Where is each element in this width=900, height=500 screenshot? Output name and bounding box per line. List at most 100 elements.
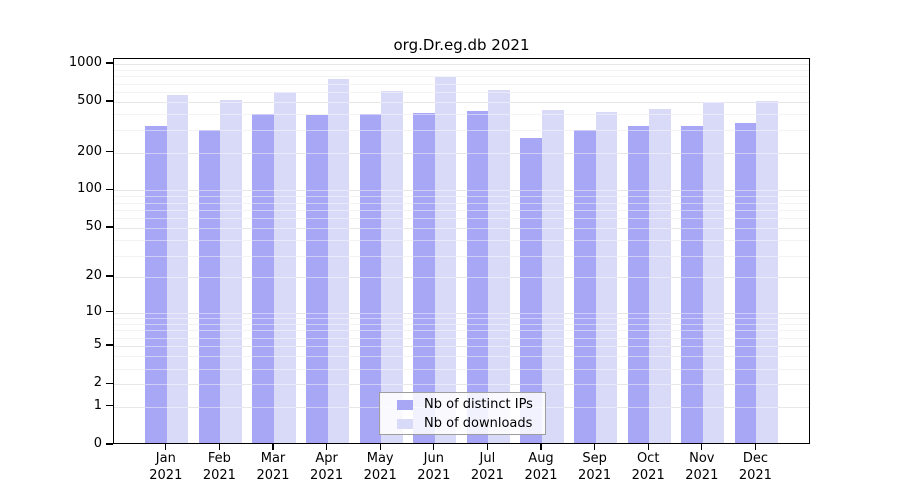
gridline: [114, 368, 809, 370]
y-axis-tick: [106, 275, 113, 277]
y-tick-label: 50: [85, 219, 102, 235]
x-tick-label: Jul 2021: [470, 451, 504, 483]
bar-jun-downloads: [434, 76, 457, 443]
bar-sep-downloads: [595, 112, 618, 443]
y-tick-label: 10: [85, 303, 102, 319]
x-tick-label: Sep 2021: [578, 451, 612, 483]
x-tick-label: Feb 2021: [202, 451, 236, 483]
gridline: [114, 114, 809, 116]
x-axis-tick: [701, 444, 703, 450]
gridline: [114, 337, 809, 339]
legend-item-distinct-ips: Nb of distinct IPs: [380, 395, 545, 415]
bar-nov-downloads: [702, 101, 725, 443]
x-axis-tick: [647, 444, 649, 450]
x-axis-tick: [433, 444, 435, 450]
bar-aug-distinct-ips: [520, 137, 542, 443]
gridline: [114, 218, 809, 220]
bar-oct-downloads: [649, 108, 671, 443]
gridline: [114, 240, 809, 242]
bar-feb-downloads: [220, 100, 242, 443]
x-tick-label: Nov 2021: [685, 451, 719, 483]
y-tick-label: 5: [93, 337, 102, 353]
x-tick-label: May 2021: [363, 451, 397, 483]
y-tick-label: 500: [77, 93, 102, 109]
bar-jul-distinct-ips: [466, 110, 489, 443]
x-tick-label: Oct 2021: [631, 451, 665, 483]
y-axis-tick: [106, 443, 113, 445]
bar-may-distinct-ips: [359, 113, 382, 443]
legend-label-downloads: Nb of downloads: [424, 416, 533, 431]
x-tick-label: Jan 2021: [149, 451, 183, 483]
gridline: [114, 102, 809, 104]
gridline: [114, 202, 809, 204]
x-tick-label: Dec 2021: [738, 451, 772, 483]
gridline: [114, 323, 809, 325]
bar-mar-distinct-ips: [252, 113, 274, 443]
gridline: [114, 69, 809, 71]
gridline: [114, 312, 809, 314]
bar-apr-downloads: [327, 78, 350, 443]
gridline: [114, 356, 809, 358]
gridline: [114, 130, 809, 132]
gridline: [114, 356, 809, 358]
bar-jun-distinct-ips: [413, 113, 435, 443]
gridline: [114, 240, 809, 242]
gridline: [114, 318, 809, 320]
gridline: [114, 228, 809, 230]
gridline: [114, 312, 809, 314]
y-tick-label: 1: [93, 397, 102, 413]
y-axis-tick: [106, 311, 113, 313]
gridline: [114, 209, 809, 211]
x-axis-tick: [379, 444, 381, 450]
y-tick-label: 100: [77, 181, 102, 197]
gridline: [114, 152, 809, 154]
x-tick-label: Jun 2021: [417, 451, 451, 483]
gridline: [114, 92, 809, 94]
gridline: [114, 277, 809, 279]
bar-feb-distinct-ips: [198, 130, 221, 443]
gridline: [114, 368, 809, 370]
gridline: [114, 64, 809, 65]
x-tick-label: Apr 2021: [310, 451, 344, 483]
bar-jul-downloads: [488, 90, 510, 443]
y-axis-tick: [106, 188, 113, 191]
x-tick-label: Mar 2021: [256, 451, 290, 483]
gridline: [114, 102, 809, 104]
gridline: [114, 83, 809, 85]
gridline: [114, 318, 809, 320]
gridline: [114, 190, 809, 192]
legend: Nb of distinct IPs Nb of downloads: [379, 392, 546, 435]
y-tick-label: 20: [85, 268, 102, 284]
gridline: [114, 76, 809, 78]
x-tick-label: Aug 2021: [524, 451, 558, 483]
chart-title: org.Dr.eg.db 2021: [393, 36, 530, 54]
gridline: [114, 83, 809, 85]
gridline: [114, 209, 809, 211]
bar-oct-distinct-ips: [627, 125, 650, 443]
x-axis-tick: [165, 444, 167, 450]
gridline: [114, 228, 809, 230]
bar-apr-distinct-ips: [306, 115, 328, 443]
y-tick-label: 0: [93, 436, 102, 451]
gridline: [114, 384, 809, 386]
gridline: [114, 255, 809, 257]
y-axis-tick: [106, 344, 113, 346]
x-axis-tick: [272, 444, 274, 450]
gridline: [114, 330, 809, 332]
gridline: [114, 346, 809, 348]
gridline: [114, 323, 809, 325]
gridline: [114, 330, 809, 332]
x-axis-tick: [325, 444, 328, 450]
gridline: [114, 76, 809, 78]
x-axis-tick: [593, 444, 596, 450]
gridline: [114, 337, 809, 339]
x-axis-tick: [754, 444, 757, 450]
gridline: [114, 218, 809, 220]
gridline: [114, 202, 809, 204]
plot-area: [113, 58, 810, 444]
y-tick-label: 200: [77, 143, 102, 159]
gridline: [114, 346, 809, 348]
bar-nov-distinct-ips: [681, 125, 703, 443]
gridline: [114, 92, 809, 94]
